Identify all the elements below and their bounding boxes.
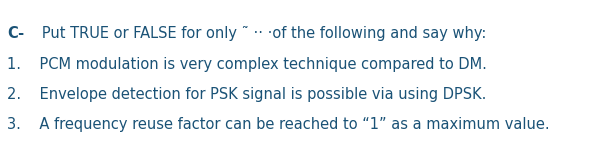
Text: 1.    PCM modulation is very complex technique compared to DM.: 1. PCM modulation is very complex techni… bbox=[7, 57, 487, 71]
Text: 2.    Envelope detection for PSK signal is possible via using DPSK.: 2. Envelope detection for PSK signal is … bbox=[7, 87, 486, 102]
Text: 3.    A frequency reuse factor can be reached to “1” as a maximum value.: 3. A frequency reuse factor can be reach… bbox=[7, 117, 550, 132]
Text: Put TRUE or FALSE for only ˜ ·· ·of the following and say why:: Put TRUE or FALSE for only ˜ ·· ·of the … bbox=[28, 26, 487, 41]
Text: C-: C- bbox=[7, 26, 24, 41]
